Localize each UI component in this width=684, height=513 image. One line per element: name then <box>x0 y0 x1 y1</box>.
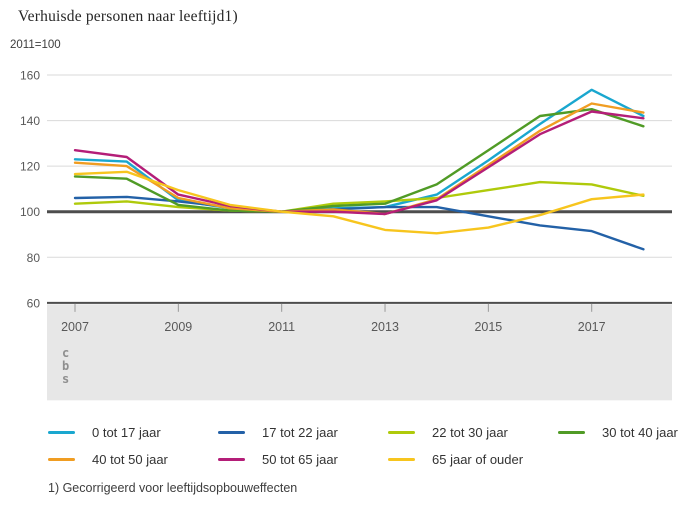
legend-label: 50 tot 65 jaar <box>262 451 338 467</box>
legend-swatch <box>218 457 245 461</box>
x-tick-label: 2009 <box>164 320 192 334</box>
legend-swatch <box>218 430 245 434</box>
line-chart-canvas: 60 80 100 120 140 160 2007 2009 2011 2013 2015 2017… <box>20 69 672 401</box>
series-line-30-tot-40-jaar <box>73 107 645 213</box>
legend-label: 17 tot 22 jaar <box>262 424 338 440</box>
legend-swatch <box>48 457 75 461</box>
chart-footnote: 1) Gecorrigeerd voor leeftijdsopbouweffe… <box>48 481 298 495</box>
y-tick-label: 100 <box>20 205 40 219</box>
series-line-65-jaar-of-ouder <box>73 170 645 235</box>
legend-label: 40 tot 50 jaar <box>92 451 168 467</box>
legend-item: 50 tot 65 jaar <box>218 451 388 467</box>
y-tick-label: 140 <box>20 114 40 128</box>
series-line-22-tot-30-jaar <box>73 180 645 213</box>
legend-label: 65 jaar of ouder <box>432 451 524 467</box>
y-tick-label: 60 <box>27 296 41 310</box>
legend-swatch <box>558 430 585 434</box>
x-tick-label: 2017 <box>578 320 606 334</box>
legend-swatch <box>388 430 415 434</box>
legend-item: 0 tot 17 jaar <box>48 424 218 440</box>
cbs-logo-letter: s <box>62 372 69 386</box>
legend-item: 17 tot 22 jaar <box>218 424 388 440</box>
legend-item: 40 tot 50 jaar <box>48 451 218 467</box>
x-tick-label: 2015 <box>474 320 502 334</box>
x-tick-label: 2007 <box>61 320 89 334</box>
x-tick-label: 2013 <box>371 320 399 334</box>
legend-item: 65 jaar of ouder <box>388 451 558 467</box>
chart-unit-label: 2011=100 <box>10 39 61 51</box>
y-tick-label: 160 <box>20 69 40 83</box>
legend-item: 30 tot 40 jaar <box>558 424 684 440</box>
series-line-50-tot-65-jaar <box>73 110 645 216</box>
legend-label: 30 tot 40 jaar <box>602 424 678 440</box>
cbs-logo: cbs <box>62 346 69 386</box>
cbs-logo-letter: b <box>62 359 69 373</box>
legend-swatch <box>48 430 75 434</box>
series-line-0-tot-17-jaar <box>73 88 645 213</box>
y-tick-label: 120 <box>20 160 40 174</box>
x-axis-band <box>47 304 672 401</box>
chart-legend: 0 tot 17 jaar 17 tot 22 jaar 22 tot 30 jaa… <box>48 424 678 467</box>
y-tick-label: 80 <box>27 251 41 265</box>
x-tick-label: 2011 <box>268 320 295 334</box>
legend-swatch <box>388 457 415 461</box>
legend-item: 22 tot 30 jaar <box>388 424 558 440</box>
chart-title: Verhuisde personen naar leeftijd1) <box>18 8 238 25</box>
series-line-40-tot-50-jaar <box>73 102 645 216</box>
legend-label: 0 tot 17 jaar <box>92 424 161 440</box>
cbs-logo-letter: c <box>62 346 69 360</box>
legend-label: 22 tot 30 jaar <box>432 424 508 440</box>
